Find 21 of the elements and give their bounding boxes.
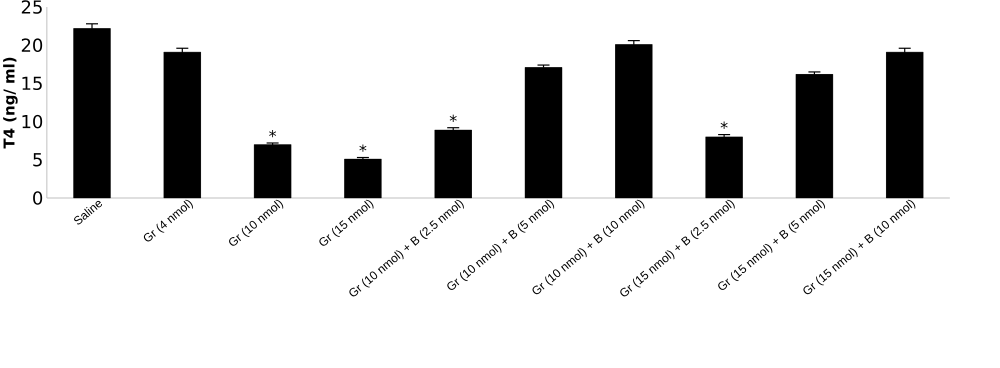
y-tick-label: 15 [22, 76, 42, 90]
bar [164, 52, 202, 198]
annotation: * [359, 144, 366, 152]
bar [344, 158, 382, 198]
y-tick-label: 25 [22, 0, 42, 14]
y-tick-label: 20 [22, 38, 42, 52]
bar [73, 28, 111, 198]
annotation: * [450, 114, 457, 122]
bar [886, 52, 924, 198]
y-tick-label: 10 [22, 114, 42, 128]
bar [796, 74, 834, 198]
bar [524, 67, 562, 198]
bar [705, 136, 743, 198]
y-tick-label: 0 [33, 191, 42, 205]
bar [434, 130, 472, 198]
annotation: * [269, 130, 276, 138]
annotation: * [720, 122, 728, 129]
bar [615, 44, 653, 198]
y-tick-label: 5 [33, 153, 42, 166]
y-axis-title: T4 (ng/ ml) [3, 58, 18, 148]
bar [254, 144, 292, 198]
